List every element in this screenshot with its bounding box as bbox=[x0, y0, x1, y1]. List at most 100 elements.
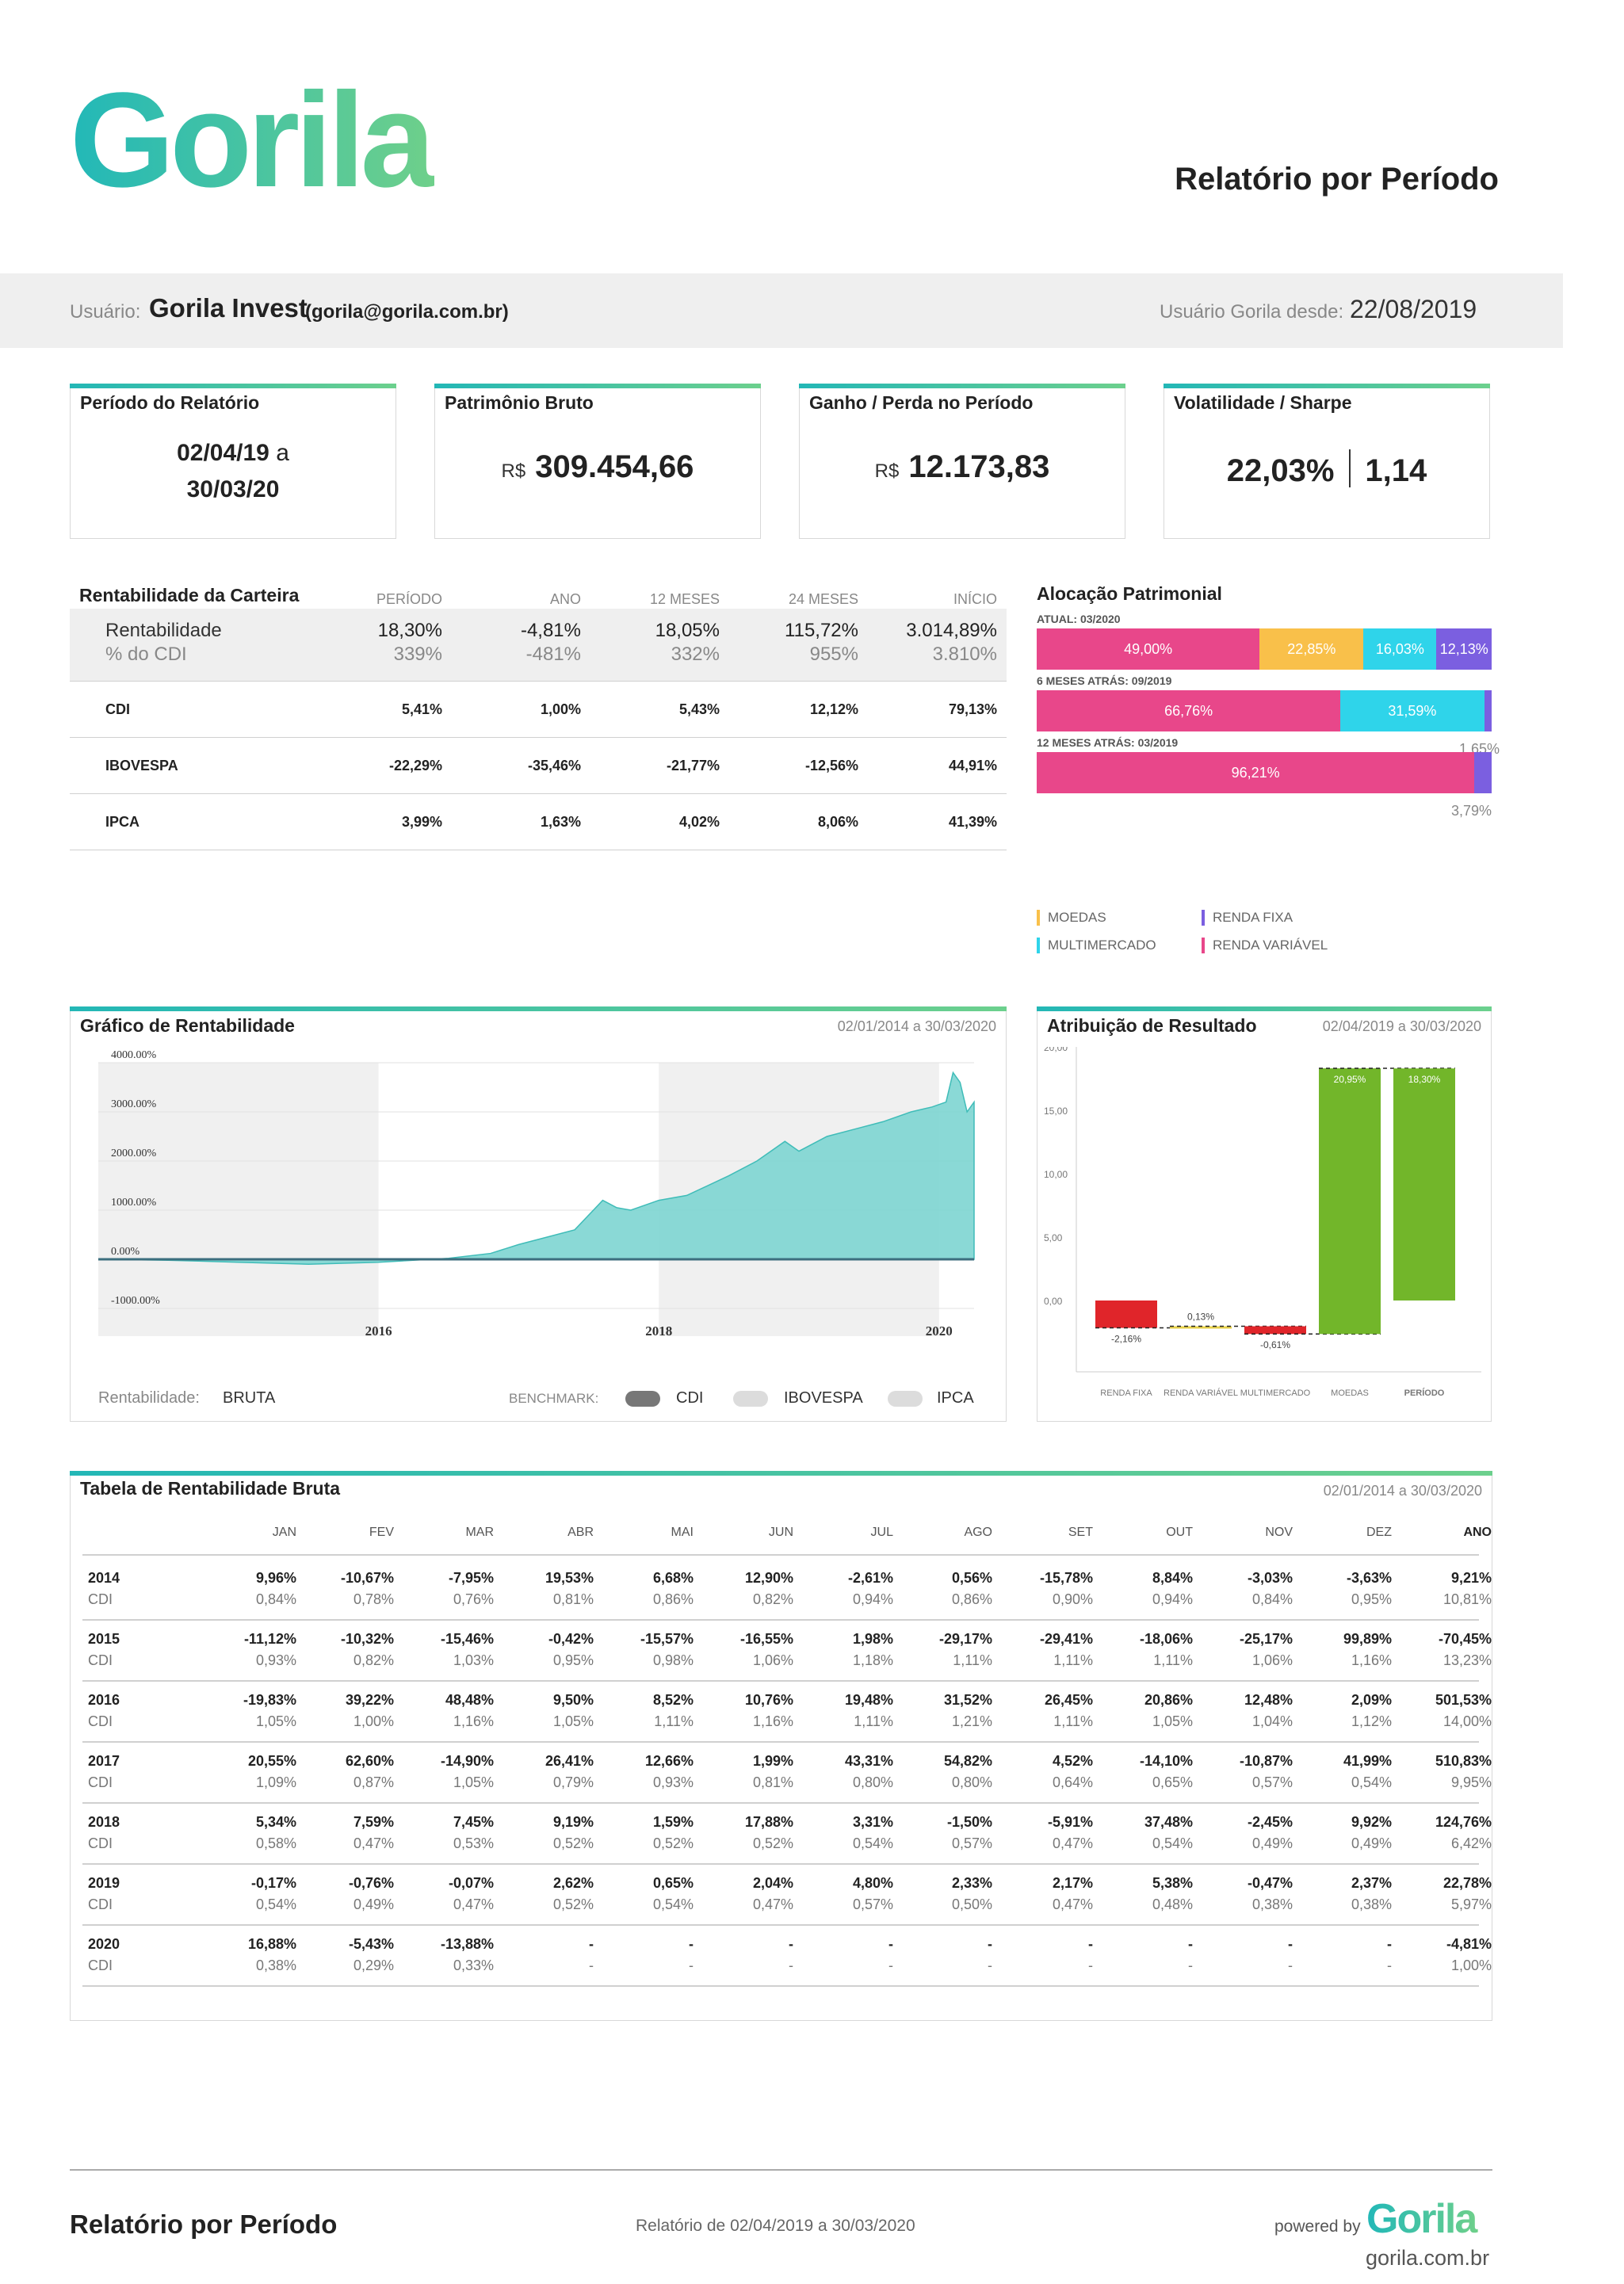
volatility-value: 22,03% bbox=[1226, 453, 1335, 488]
table-cell: -0,17% bbox=[250, 1875, 296, 1891]
table-cell-cdi: 1,12% bbox=[1351, 1713, 1392, 1729]
period-connector: a bbox=[276, 440, 289, 466]
member-since-label: Usuário Gorila desde: bbox=[1160, 301, 1344, 323]
alloc-segment[interactable]: 96,21% bbox=[1037, 752, 1475, 793]
x-tick-label: 2018 bbox=[645, 1323, 672, 1339]
alloc-segment[interactable] bbox=[1474, 752, 1492, 793]
value-cell: -35,46% bbox=[527, 758, 581, 773]
cdi-label: CDI bbox=[88, 1713, 113, 1729]
table-cell: -0,42% bbox=[548, 1631, 594, 1647]
table-cell-cdi: 1,21% bbox=[951, 1713, 992, 1729]
table-cell: 2,09% bbox=[1351, 1692, 1392, 1708]
table-cell: -5,91% bbox=[1047, 1814, 1093, 1830]
rent-value[interactable]: BRUTA bbox=[223, 1389, 276, 1407]
table-cell-cdi: 1,09% bbox=[255, 1774, 296, 1790]
value-cell: 3.014,89% bbox=[906, 620, 997, 641]
y-tick-label: 0.00% bbox=[111, 1246, 140, 1258]
table-cell-cdi: 0,81% bbox=[752, 1774, 793, 1790]
table-cell-cdi: 0,95% bbox=[1351, 1591, 1392, 1607]
table-divider bbox=[82, 1619, 1479, 1621]
table-cell-cdi: - bbox=[1188, 1957, 1193, 1973]
toggle-cdi[interactable] bbox=[625, 1391, 660, 1407]
footer-powered-by: powered by bbox=[1274, 2217, 1361, 2236]
alloc-segment[interactable] bbox=[1484, 690, 1492, 731]
period-start: 02/04/19 bbox=[177, 440, 269, 466]
alocacao-title: Alocação Patrimonial bbox=[1037, 583, 1222, 604]
footer-period: Relatório de 02/04/2019 a 30/03/2020 bbox=[636, 2217, 915, 2235]
table-cell-cdi: - bbox=[1288, 1957, 1293, 1973]
table-cell: 0,56% bbox=[951, 1570, 992, 1586]
kpi-patrimonio-card: Patrimônio Bruto R$ 309.454,66 bbox=[434, 384, 761, 539]
table-cell-cdi: 1,11% bbox=[953, 1652, 992, 1668]
table-cell-cdi: 0,47% bbox=[353, 1835, 394, 1851]
value-cell: 8,06% bbox=[817, 814, 858, 830]
table-cell-cdi: 0,80% bbox=[852, 1774, 893, 1790]
alloc-segment[interactable]: 49,00% bbox=[1037, 628, 1260, 670]
waterfall-bar bbox=[1393, 1068, 1455, 1301]
table-cell-cdi: 0,52% bbox=[552, 1896, 594, 1912]
table-cell-cdi: 0,54% bbox=[1152, 1835, 1193, 1851]
user-label: Usuário: bbox=[70, 301, 141, 323]
year-label: 2016 bbox=[88, 1692, 120, 1708]
category-label: RENDA VARIÁVEL bbox=[1164, 1388, 1238, 1398]
alloc-segment[interactable]: 12,13% bbox=[1436, 628, 1492, 670]
benchmark-row-cdi: CDI 5,41% 1,00% 5,43% 12,12% 79,13% bbox=[70, 682, 1007, 738]
table-cell-cdi: 1,05% bbox=[1152, 1713, 1193, 1729]
grafico-title: Gráfico de Rentabilidade bbox=[80, 1015, 295, 1036]
kpi-title: Patrimônio Bruto bbox=[445, 392, 594, 413]
month-header: JAN bbox=[272, 1526, 296, 1539]
value-cell: 4,02% bbox=[678, 814, 720, 830]
benchmark-row-ipca: IPCA 3,99% 1,63% 4,02% 8,06% 41,39% bbox=[70, 794, 1007, 850]
value-cell: 339% bbox=[393, 644, 442, 665]
rentabilidade-title: Rentabilidade da Carteira bbox=[79, 585, 300, 605]
alloc-bar-current: 49,00% 22,85% 16,03% 12,13% bbox=[1037, 628, 1492, 670]
table-cell-cdi: 0,33% bbox=[453, 1957, 494, 1973]
toggle-ipca[interactable] bbox=[888, 1391, 923, 1407]
cdi-label: CDI bbox=[88, 1652, 113, 1668]
table-cell: 0,65% bbox=[652, 1875, 694, 1891]
table-cell: 2,17% bbox=[1052, 1875, 1093, 1891]
table-cell-cdi: 0,81% bbox=[552, 1591, 594, 1607]
table-cell-cdi: 0,57% bbox=[1251, 1774, 1293, 1790]
value-cell: 5,43% bbox=[678, 701, 720, 717]
value-cell: 955% bbox=[809, 644, 858, 665]
toggle-ibovespa[interactable] bbox=[733, 1391, 768, 1407]
table-cell-cdi: 0,50% bbox=[951, 1896, 992, 1912]
table-cell-cdi: 0,38% bbox=[255, 1957, 296, 1973]
table-cell: 2,62% bbox=[552, 1875, 594, 1891]
alloc-segment[interactable]: 22,85% bbox=[1259, 628, 1364, 670]
table-cell: 9,19% bbox=[552, 1814, 594, 1830]
value-cell: 3.810% bbox=[932, 644, 997, 665]
year-label: 2018 bbox=[88, 1814, 120, 1830]
bar-value-label: 0,13% bbox=[1187, 1311, 1214, 1322]
year-band bbox=[98, 1063, 379, 1336]
table-cell: 5,38% bbox=[1152, 1875, 1193, 1891]
table-cell-cdi: - bbox=[988, 1957, 992, 1973]
table-cell: -0,76% bbox=[348, 1875, 394, 1891]
table-divider bbox=[82, 1680, 1479, 1682]
table-cell: 5,34% bbox=[255, 1814, 296, 1830]
alloc-segment[interactable]: 16,03% bbox=[1363, 628, 1437, 670]
table-cell-cdi: 1,16% bbox=[453, 1713, 494, 1729]
table-cell-cdi: 0,86% bbox=[951, 1591, 992, 1607]
table-cell: -2,45% bbox=[1247, 1814, 1293, 1830]
table-cell-cdi: - bbox=[1088, 1957, 1093, 1973]
table-cell: 2,04% bbox=[752, 1875, 793, 1891]
value-cell: 1,63% bbox=[540, 814, 581, 830]
alloc-segment[interactable]: 66,76% bbox=[1037, 690, 1341, 731]
bar-value-label: -0,61% bbox=[1260, 1339, 1290, 1350]
cdi-label: CDI bbox=[88, 1774, 113, 1790]
bar-value-label: 20,95% bbox=[1334, 1074, 1366, 1085]
patrimonio-value: 309.454,66 bbox=[535, 449, 694, 484]
table-cell: 62,60% bbox=[345, 1753, 394, 1769]
table-cell: 48,48% bbox=[445, 1692, 494, 1708]
alloc-segment[interactable]: 31,59% bbox=[1340, 690, 1485, 731]
table-cell: 26,41% bbox=[545, 1753, 594, 1769]
tabela-title: Tabela de Rentabilidade Bruta bbox=[80, 1478, 341, 1499]
table-cell-cdi: 1,05% bbox=[453, 1774, 494, 1790]
table-cell: 12,66% bbox=[644, 1753, 694, 1769]
table-cell-cdi: 0,29% bbox=[353, 1957, 394, 1973]
table-cell-cdi: 1,00% bbox=[353, 1713, 394, 1729]
month-header: JUL bbox=[870, 1526, 893, 1539]
atribuicao-card: Atribuição de Resultado 02/04/2019 a 30/… bbox=[1037, 1006, 1492, 1422]
